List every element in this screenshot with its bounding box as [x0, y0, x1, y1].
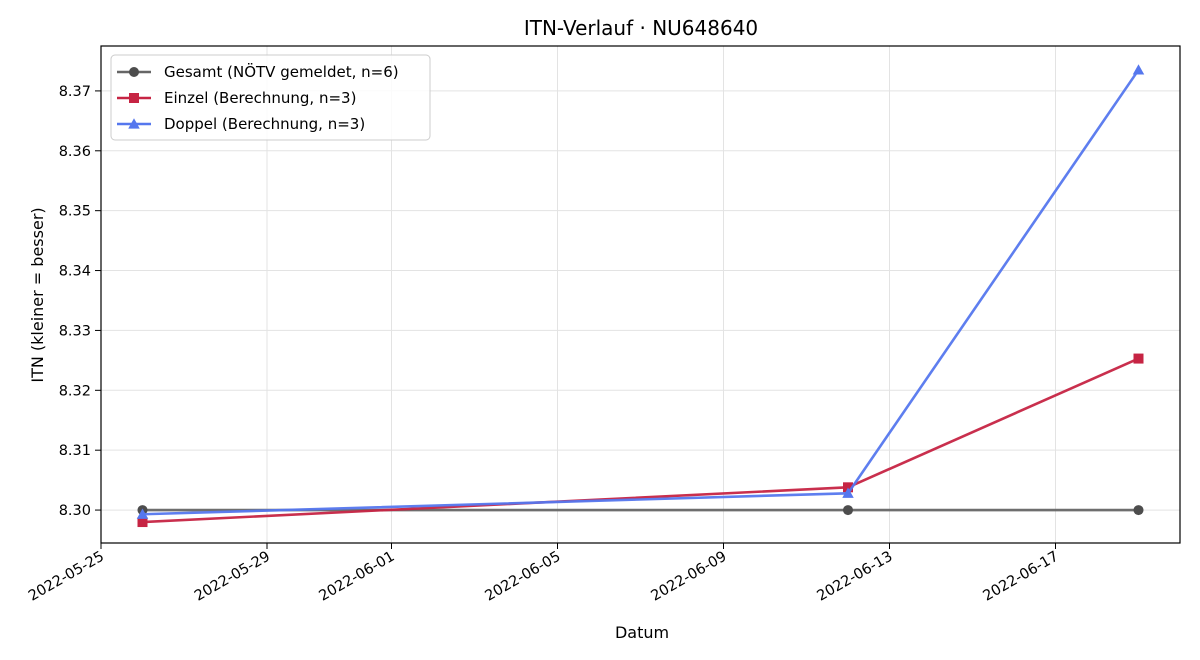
x-tick-label: 2022-06-05 [483, 549, 564, 605]
data-point-square [137, 517, 148, 528]
series-3 [136, 64, 1145, 519]
data-point-circle [1133, 505, 1144, 516]
data-point-circle [129, 67, 139, 77]
y-axis-label: ITN (kleiner = besser) [28, 207, 47, 382]
y-tick-label: 8.32 [59, 383, 91, 399]
x-axis-label: Datum [615, 623, 669, 642]
data-point-square [129, 93, 139, 103]
legend-label: Einzel (Berechnung, n=3) [164, 89, 356, 107]
y-tick-label: 8.30 [59, 503, 91, 519]
y-tick-label: 8.36 [59, 144, 91, 160]
x-tick-label: 2022-06-13 [815, 549, 896, 605]
x-tick-label: 2022-06-17 [981, 549, 1062, 605]
legend: Gesamt (NÖTV gemeldet, n=6) Einzel (Berec… [110, 54, 431, 141]
legend-box [110, 54, 431, 141]
y-tick-label: 8.31 [59, 443, 91, 459]
series-2 [137, 353, 1144, 528]
x-tick-label: 2022-05-25 [26, 549, 107, 605]
y-axis: 8.30 8.31 8.32 8.33 8.34 8.35 8.36 8.37 [59, 84, 101, 519]
data-point-triangle [136, 508, 149, 519]
x-tick-label: 2022-05-29 [192, 549, 273, 605]
x-tick-label: 2022-06-09 [649, 549, 730, 605]
legend-label: Doppel (Berechnung, n=3) [164, 115, 365, 133]
plot-frame [100, 45, 1181, 544]
data-point-triangle [842, 487, 854, 498]
x-axis: 2022-05-25 2022-05-29 2022-06-01 2022-06-05… [26, 543, 1062, 605]
data-point-circle [843, 505, 853, 516]
y-tick-label: 8.33 [59, 323, 91, 339]
data-point-square [1133, 353, 1144, 364]
y-tick-label: 8.35 [59, 204, 91, 220]
y-tick-label: 8.37 [59, 84, 91, 100]
series-line [142, 357, 1140, 524]
data-point-triangle [128, 118, 140, 129]
data-point-square [843, 482, 853, 493]
series-layer [136, 64, 1145, 528]
data-point-triangle [1132, 64, 1145, 75]
chart-title: ITN-Verlauf · NU648640 [524, 16, 758, 40]
x-tick-label: 2022-06-01 [317, 549, 398, 605]
legend-label: Gesamt (NÖTV gemeldet, n=6) [164, 62, 399, 81]
y-tick-label: 8.34 [59, 264, 91, 280]
